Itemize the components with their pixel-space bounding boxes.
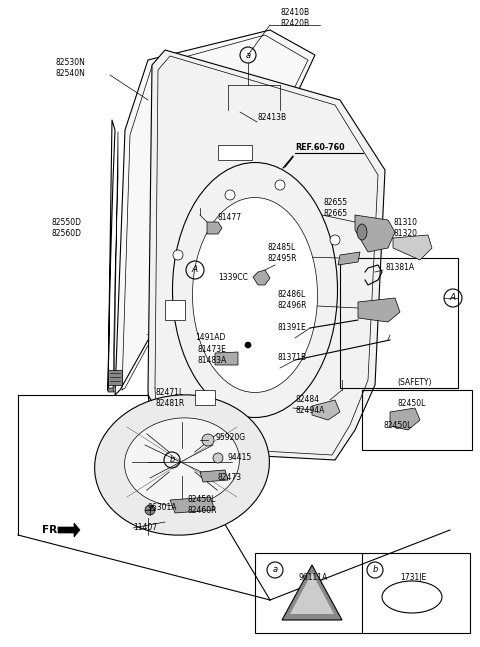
Text: 81477: 81477 <box>218 214 242 223</box>
Text: 82485L
82495R: 82485L 82495R <box>268 243 298 263</box>
Circle shape <box>275 180 285 190</box>
Ellipse shape <box>192 197 317 393</box>
Circle shape <box>330 235 340 245</box>
Polygon shape <box>282 565 342 620</box>
Text: 82450L: 82450L <box>384 421 412 430</box>
Text: 82471L
82481R: 82471L 82481R <box>155 388 184 408</box>
Text: 81391E: 81391E <box>278 324 307 333</box>
Polygon shape <box>218 145 252 160</box>
Text: 96301A: 96301A <box>148 503 178 512</box>
Text: 82484
82494A: 82484 82494A <box>295 395 324 415</box>
Ellipse shape <box>125 418 240 506</box>
Polygon shape <box>207 222 222 234</box>
Text: b: b <box>372 565 378 575</box>
Polygon shape <box>115 30 315 395</box>
Text: FR.: FR. <box>42 525 61 535</box>
Polygon shape <box>290 573 334 614</box>
Text: 82413B: 82413B <box>258 113 287 122</box>
Text: 1731JE: 1731JE <box>400 573 426 582</box>
Polygon shape <box>253 270 270 285</box>
Text: 82550D
82560D: 82550D 82560D <box>52 218 82 237</box>
Text: (SAFETY): (SAFETY) <box>398 378 432 388</box>
Text: 82450L: 82450L <box>398 399 426 408</box>
Ellipse shape <box>382 581 442 613</box>
Polygon shape <box>215 352 238 365</box>
Text: 81473E
81483A: 81473E 81483A <box>198 345 227 365</box>
Polygon shape <box>312 400 340 420</box>
Text: REF.60-760: REF.60-760 <box>295 144 345 153</box>
Text: 81381A: 81381A <box>385 263 414 272</box>
Polygon shape <box>108 370 122 385</box>
Text: 82410B
82420B: 82410B 82420B <box>280 8 310 28</box>
Circle shape <box>145 505 155 515</box>
Polygon shape <box>195 390 215 405</box>
Polygon shape <box>170 497 215 513</box>
Text: 94415: 94415 <box>228 454 252 463</box>
Text: a: a <box>273 565 277 575</box>
Text: 82530N
82540N: 82530N 82540N <box>55 58 85 78</box>
Text: 1491AD: 1491AD <box>195 333 226 342</box>
Polygon shape <box>165 300 185 320</box>
Text: 81371B: 81371B <box>278 353 307 362</box>
Text: 82473: 82473 <box>218 474 242 483</box>
Polygon shape <box>58 523 80 537</box>
Text: 82450L
82460R: 82450L 82460R <box>188 496 217 515</box>
Circle shape <box>213 453 223 463</box>
Polygon shape <box>200 470 228 482</box>
Polygon shape <box>393 235 432 260</box>
Text: 82486L
82496R: 82486L 82496R <box>278 291 308 310</box>
Text: 96111A: 96111A <box>299 573 328 582</box>
Polygon shape <box>55 521 78 536</box>
Text: a: a <box>245 50 251 60</box>
Ellipse shape <box>95 395 269 535</box>
Polygon shape <box>358 298 400 322</box>
Circle shape <box>225 190 235 200</box>
Text: 82655
82665: 82655 82665 <box>323 198 347 217</box>
Circle shape <box>202 434 214 446</box>
Circle shape <box>245 342 251 348</box>
Polygon shape <box>355 215 395 252</box>
Text: b: b <box>169 455 175 465</box>
Ellipse shape <box>357 224 367 240</box>
Polygon shape <box>390 408 420 430</box>
Polygon shape <box>108 388 114 392</box>
Ellipse shape <box>172 162 337 417</box>
Text: A: A <box>450 294 456 303</box>
Polygon shape <box>338 252 360 265</box>
Text: A: A <box>192 265 198 274</box>
Text: 81310
81320: 81310 81320 <box>393 218 417 237</box>
Text: 95920G: 95920G <box>215 433 245 443</box>
Text: 11407: 11407 <box>133 523 157 532</box>
Circle shape <box>173 250 183 260</box>
Text: 1339CC: 1339CC <box>218 274 248 283</box>
Polygon shape <box>148 50 385 460</box>
